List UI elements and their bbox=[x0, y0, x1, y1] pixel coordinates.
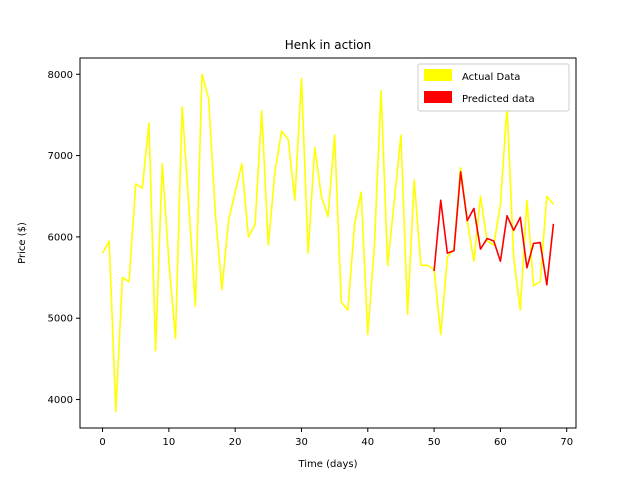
x-axis-ticks: 0 10 20 30 40 50 60 70 bbox=[99, 428, 573, 448]
x-tick-label: 60 bbox=[494, 437, 507, 448]
x-tick-label: 0 bbox=[99, 437, 105, 448]
x-axis-label: Time (days) bbox=[297, 459, 357, 470]
y-tick-label: 5000 bbox=[48, 314, 73, 325]
x-tick-label: 40 bbox=[361, 437, 374, 448]
y-tick-label: 8000 bbox=[48, 70, 73, 81]
plot-frame bbox=[79, 57, 577, 429]
legend: Actual Data Predicted data bbox=[417, 63, 570, 112]
x-tick-label: 30 bbox=[295, 437, 308, 448]
x-tick-label: 70 bbox=[560, 437, 573, 448]
legend-box bbox=[417, 63, 570, 112]
x-tick-label: 20 bbox=[229, 437, 242, 448]
x-tick-label: 10 bbox=[162, 437, 175, 448]
legend-swatch-predicted bbox=[424, 91, 452, 103]
series-line-predicted-data bbox=[433, 171, 555, 286]
y-axis-label: Price ($) bbox=[17, 222, 28, 264]
legend-swatch-actual bbox=[424, 69, 452, 81]
plot-lines bbox=[101, 73, 555, 413]
chart-title: Henk in action bbox=[285, 38, 371, 52]
y-axis-ticks: 4000 5000 6000 7000 8000 bbox=[48, 70, 80, 406]
series-line-actual-data bbox=[101, 73, 555, 413]
legend-label-predicted: Predicted data bbox=[462, 94, 535, 105]
x-tick-label: 50 bbox=[428, 437, 441, 448]
y-tick-label: 7000 bbox=[48, 151, 73, 162]
y-tick-label: 4000 bbox=[48, 395, 73, 406]
y-tick-label: 6000 bbox=[48, 232, 73, 243]
legend-label-actual: Actual Data bbox=[462, 72, 520, 83]
